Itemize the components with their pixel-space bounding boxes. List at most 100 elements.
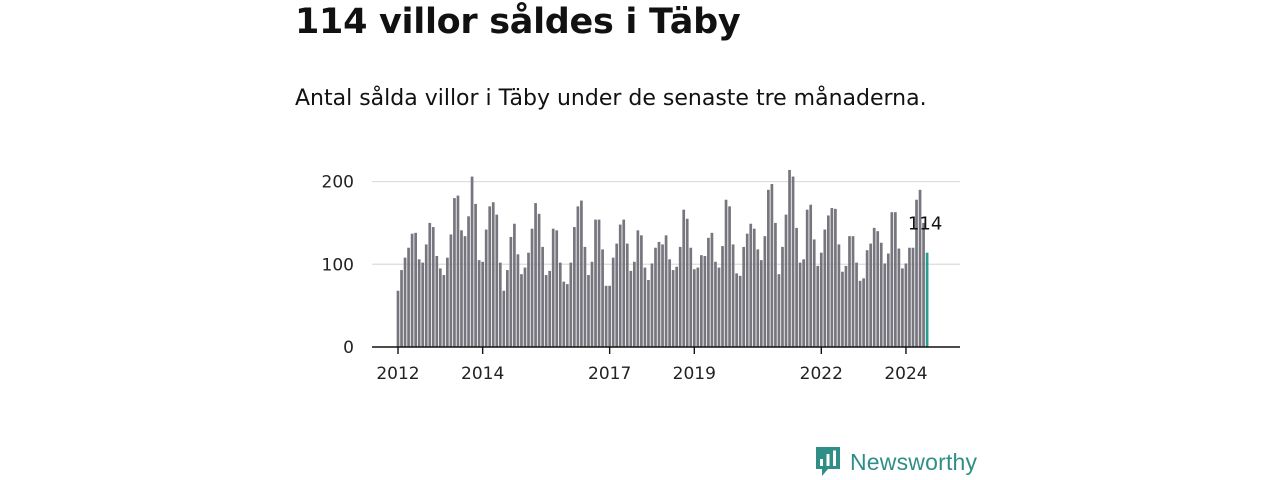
bar <box>915 199 918 347</box>
bar <box>622 219 626 347</box>
bar <box>506 270 509 347</box>
x-tick-label: 2024 <box>884 364 927 384</box>
bar <box>417 259 421 347</box>
bar <box>752 228 756 347</box>
bar <box>657 241 661 347</box>
bar <box>611 257 615 347</box>
bar <box>802 259 805 347</box>
bar <box>911 247 915 347</box>
bar <box>520 274 523 347</box>
bar <box>530 228 534 347</box>
bar <box>580 200 583 347</box>
bars <box>396 169 929 347</box>
latest-value-label: 114 <box>908 214 942 235</box>
bar <box>435 256 439 347</box>
bar <box>795 227 798 347</box>
bar <box>590 261 594 347</box>
bar <box>403 257 407 347</box>
chart-title: 114 villor såldes i Täby <box>295 2 741 42</box>
bar <box>696 267 700 347</box>
x-tick-label: 2022 <box>800 364 843 384</box>
bar <box>700 255 703 347</box>
bar <box>862 278 865 347</box>
bar <box>562 281 566 347</box>
bar <box>837 244 841 347</box>
bar <box>463 236 467 347</box>
bar <box>541 246 544 347</box>
bar <box>608 285 611 347</box>
bar <box>749 223 753 347</box>
bar <box>879 242 883 347</box>
bar <box>770 184 774 347</box>
bar <box>791 176 795 347</box>
bar <box>523 267 527 347</box>
bar <box>904 263 908 347</box>
bar <box>470 176 474 347</box>
bar <box>449 234 453 347</box>
bar <box>467 216 470 347</box>
bar <box>625 243 629 347</box>
bar <box>431 227 435 347</box>
bar <box>604 285 608 347</box>
bar <box>692 269 696 347</box>
axes <box>372 346 960 354</box>
bar <box>643 267 647 347</box>
bar <box>728 206 731 347</box>
x-tick-label: 2017 <box>588 364 631 384</box>
labels: 0 100 200 2012 2014 2017 2019 2022 2024 114 <box>322 173 943 384</box>
bar <box>703 256 707 347</box>
bar <box>717 267 721 347</box>
bar <box>498 262 502 347</box>
bar <box>738 275 742 347</box>
bar <box>632 261 636 347</box>
bar <box>460 230 463 347</box>
bar <box>830 208 834 347</box>
bar <box>812 239 816 347</box>
bar <box>555 230 559 347</box>
bar <box>855 262 858 347</box>
bar <box>583 246 587 347</box>
bar <box>682 209 686 347</box>
bar <box>569 262 573 347</box>
bar <box>714 261 717 347</box>
x-tick-label: 2014 <box>461 364 504 384</box>
bar <box>777 274 781 347</box>
bar <box>848 236 851 347</box>
bar <box>565 284 569 347</box>
bar <box>597 219 601 347</box>
bar <box>707 237 710 347</box>
newsworthy-logo-icon <box>816 447 840 476</box>
brand-name: Newsworthy <box>850 448 978 475</box>
bar <box>629 270 633 347</box>
bar <box>650 263 654 347</box>
bar <box>735 273 738 347</box>
bar <box>767 189 770 347</box>
bar <box>615 243 619 347</box>
bar <box>516 254 520 347</box>
bar <box>537 213 541 347</box>
bar <box>805 209 809 347</box>
bar <box>453 198 456 347</box>
bar <box>844 265 848 347</box>
bar <box>424 244 428 347</box>
bar <box>809 204 813 347</box>
bar <box>587 275 590 347</box>
bar <box>513 223 516 347</box>
bar <box>400 270 403 347</box>
bar <box>781 246 784 347</box>
bar <box>491 202 495 347</box>
brand-logo[interactable]: Newsworthy <box>814 445 977 479</box>
bar <box>594 219 597 347</box>
bar <box>685 218 689 347</box>
bar <box>576 206 580 347</box>
bar <box>502 290 506 347</box>
bar <box>922 222 925 347</box>
bar <box>668 259 671 347</box>
bar <box>675 266 679 347</box>
bar <box>823 229 827 347</box>
bar <box>798 262 802 347</box>
x-tick-label: 2012 <box>376 364 419 384</box>
bar <box>544 275 548 347</box>
bar <box>481 261 485 347</box>
bar <box>721 246 724 347</box>
